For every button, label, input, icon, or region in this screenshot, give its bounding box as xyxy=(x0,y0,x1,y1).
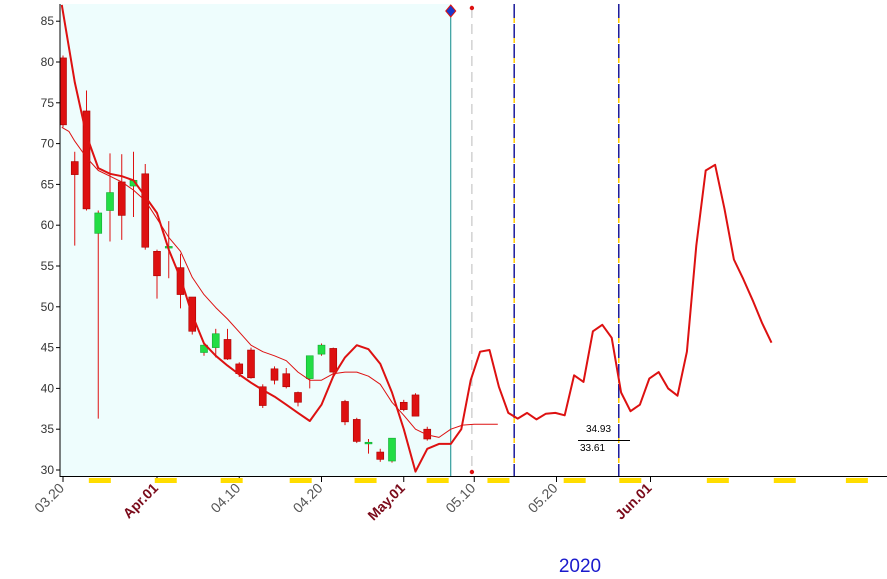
period-marker xyxy=(845,478,868,483)
series-line-thick xyxy=(60,4,773,473)
y-tick-label: 40 xyxy=(41,381,55,395)
history-shaded-area xyxy=(60,4,451,477)
candle-body xyxy=(258,386,267,406)
candle-body xyxy=(388,437,396,462)
y-tick-label: 50 xyxy=(41,300,55,314)
period-marker xyxy=(487,478,510,483)
history-end-diamond xyxy=(445,4,457,18)
y-tick-label: 30 xyxy=(41,463,55,477)
period-marker xyxy=(88,478,111,483)
period-marker xyxy=(773,478,796,483)
y-tick-label: 45 xyxy=(41,341,55,355)
period-marker xyxy=(426,478,449,483)
y-tick-label: 65 xyxy=(41,177,55,191)
price-tags: 34.93 33.61 xyxy=(578,424,630,454)
y-tick-label: 80 xyxy=(41,55,55,69)
candle-body xyxy=(153,251,161,277)
dashed-marker-top-dot xyxy=(469,5,475,11)
period-markers xyxy=(88,478,868,483)
y-tick-label: 75 xyxy=(41,96,55,110)
candle-body xyxy=(352,419,361,442)
y-tick-label: 70 xyxy=(41,137,55,151)
candle-body xyxy=(294,392,302,403)
candle-body xyxy=(94,212,103,234)
candle-body xyxy=(200,344,208,353)
dashed-marker-bottom-dot xyxy=(469,469,475,475)
price-label-lower: 33.61 xyxy=(580,443,605,454)
period-marker xyxy=(154,478,177,483)
candle-body xyxy=(211,333,220,348)
candle-body xyxy=(106,192,114,211)
period-marker xyxy=(289,478,312,483)
candle-body xyxy=(341,401,349,423)
y-tick-label: 85 xyxy=(41,14,55,28)
series-lines xyxy=(60,4,773,473)
y-axis-ticks: 30 35 40 45 50 55 60 65 70 75 80 85 xyxy=(41,14,60,477)
year-label: 2020 xyxy=(558,556,602,577)
period-marker xyxy=(706,478,729,483)
candle-body xyxy=(270,368,279,381)
candle-body xyxy=(317,344,326,355)
y-tick-label: 60 xyxy=(41,218,55,232)
candle-body xyxy=(423,428,432,440)
candle-body xyxy=(117,181,126,216)
candle-body xyxy=(223,339,232,360)
series-line-thin xyxy=(61,126,498,438)
price-label-upper: 34.93 xyxy=(586,424,611,435)
y-tick-label: 55 xyxy=(41,259,55,273)
period-marker xyxy=(354,478,377,483)
plot-area xyxy=(60,4,773,473)
candle-body xyxy=(399,401,408,410)
candle-body xyxy=(329,348,338,373)
candle-body xyxy=(282,373,291,388)
candle-body xyxy=(82,110,91,210)
candle-body xyxy=(364,441,373,445)
candle-body xyxy=(411,394,420,417)
period-marker xyxy=(220,478,243,483)
candle-body xyxy=(70,161,79,175)
candle-body xyxy=(141,173,150,248)
candle-body xyxy=(247,349,255,379)
candle-body xyxy=(376,451,385,460)
period-marker xyxy=(563,478,586,483)
vertical-marker-lines xyxy=(445,4,620,477)
candle-body xyxy=(305,355,314,379)
period-marker xyxy=(619,478,642,483)
y-tick-label: 35 xyxy=(41,422,55,436)
candle-body xyxy=(60,57,67,126)
